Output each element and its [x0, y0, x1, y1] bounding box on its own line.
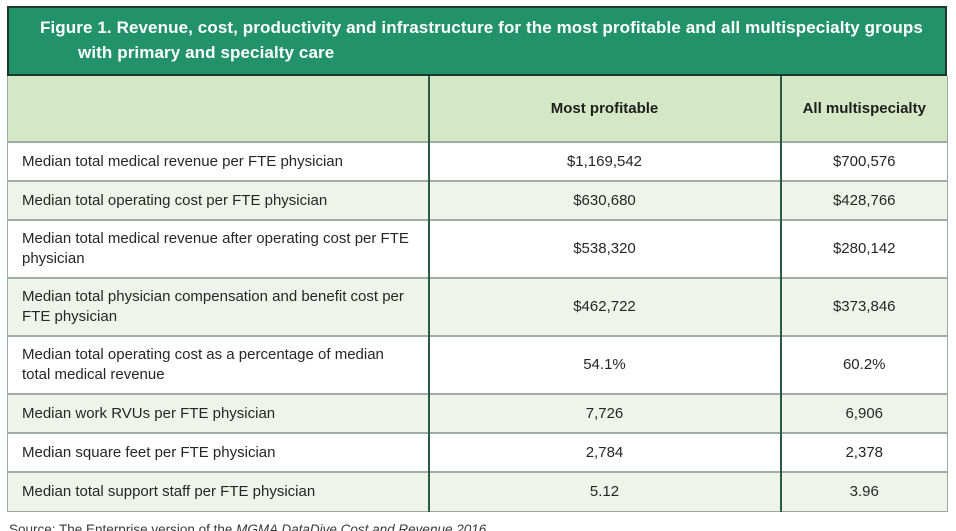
row-label: Median total medical revenue after opera…	[7, 219, 429, 278]
figure-title-line-1: Figure 1. Revenue, cost, productivity an…	[40, 18, 923, 37]
row-label: Median square feet per FTE physician	[7, 432, 429, 472]
row-value-most-profitable: 54.1%	[427, 335, 781, 394]
row-label: Median total support staff per FTE physi…	[7, 471, 429, 511]
source-note: Source: The Enterprise version of the MG…	[9, 521, 956, 531]
row-value-most-profitable: $538,320	[427, 219, 781, 278]
table-row: Median total operating cost per FTE phys…	[7, 180, 948, 220]
source-note-prefix: Source: The Enterprise version of the	[9, 521, 237, 531]
row-value-all-multispecialty: 3.96	[779, 471, 948, 511]
table-row: Median square feet per FTE physician 2,7…	[7, 432, 948, 472]
row-value-most-profitable: 7,726	[427, 393, 781, 433]
table-row: Median total medical revenue after opera…	[7, 219, 948, 278]
column-header-most-profitable: Most profitable	[427, 76, 781, 142]
source-note-suffix: .	[486, 521, 491, 531]
row-label: Median total physician compensation and …	[7, 277, 429, 336]
table-row: Median total physician compensation and …	[7, 277, 948, 336]
row-value-all-multispecialty: $428,766	[779, 180, 948, 220]
row-value-all-multispecialty: $373,846	[779, 277, 948, 336]
row-value-all-multispecialty: 2,378	[779, 432, 948, 472]
table-row: Median total support staff per FTE physi…	[7, 471, 948, 511]
table-row: Median total medical revenue per FTE phy…	[7, 141, 948, 181]
row-value-most-profitable: $630,680	[427, 180, 781, 220]
column-header-all-multispecialty: All multispecialty	[779, 76, 948, 142]
table-header-row: Most profitable All multispecialty	[7, 76, 948, 142]
column-header-empty	[7, 76, 429, 142]
row-value-all-multispecialty: $280,142	[779, 219, 948, 278]
figure-title-banner: Figure 1. Revenue, cost, productivity an…	[7, 6, 947, 76]
row-value-most-profitable: 5.12	[427, 471, 781, 511]
figure-table: Most profitable All multispecialty Media…	[7, 76, 948, 512]
row-label: Median total operating cost per FTE phys…	[7, 180, 429, 220]
source-note-citation: MGMA DataDive Cost and Revenue 2016	[236, 521, 487, 531]
row-label: Median total medical revenue per FTE phy…	[7, 141, 429, 181]
table-row: Median total operating cost as a percent…	[7, 335, 948, 394]
row-value-all-multispecialty: 6,906	[779, 393, 948, 433]
row-label: Median work RVUs per FTE physician	[7, 393, 429, 433]
row-value-most-profitable: $1,169,542	[427, 141, 781, 181]
table-row: Median work RVUs per FTE physician 7,726…	[7, 393, 948, 433]
row-value-all-multispecialty: $700,576	[779, 141, 948, 181]
row-label: Median total operating cost as a percent…	[7, 335, 429, 394]
figure-title-line-2: with primary and specialty care	[78, 43, 335, 62]
row-value-most-profitable: $462,722	[427, 277, 781, 336]
row-value-most-profitable: 2,784	[427, 432, 781, 472]
row-value-all-multispecialty: 60.2%	[779, 335, 948, 394]
